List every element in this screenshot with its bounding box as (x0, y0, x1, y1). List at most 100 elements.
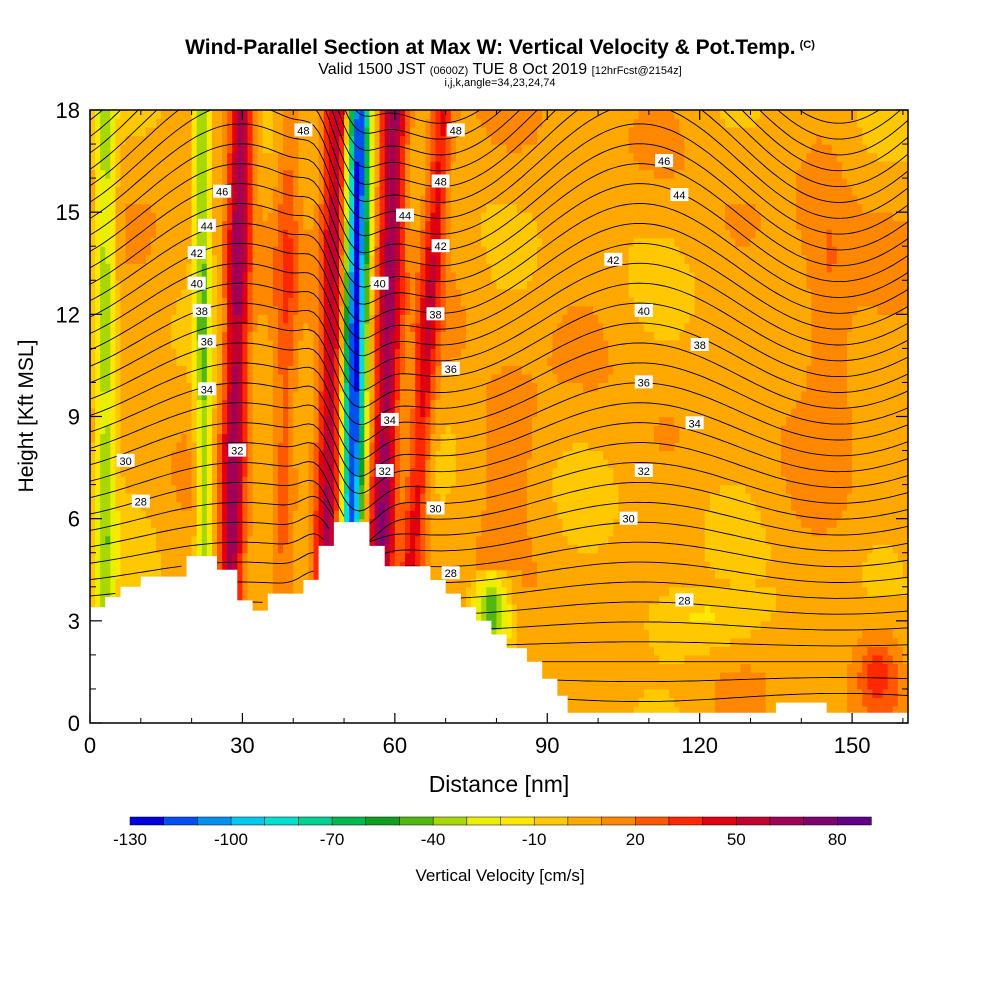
velocity-cell (242, 527, 249, 537)
velocity-cell (262, 373, 269, 384)
velocity-cell (110, 195, 116, 205)
velocity-cell (277, 459, 284, 469)
velocity-cell (389, 229, 396, 239)
velocity-cell (156, 450, 162, 460)
velocity-cell (135, 135, 142, 145)
velocity-cell (135, 569, 142, 579)
velocity-cell (181, 161, 188, 171)
velocity-cell (247, 484, 254, 494)
velocity-cell (384, 442, 391, 452)
velocity-cell (201, 212, 208, 222)
velocity-cell (293, 407, 299, 418)
velocity-cell (405, 237, 411, 247)
velocity-cell (425, 203, 432, 213)
velocity-cell (145, 246, 152, 256)
velocity-cell (217, 535, 223, 545)
velocity-cell (227, 135, 233, 145)
velocity-cell (374, 407, 381, 418)
velocity-cell (100, 203, 106, 213)
velocity-cell (420, 390, 426, 401)
velocity-cell (303, 144, 310, 154)
velocity-cell (374, 314, 381, 324)
velocity-cell (186, 186, 193, 196)
velocity-cell (150, 535, 157, 545)
velocity-cell (410, 229, 416, 239)
velocity-cell (257, 348, 264, 358)
velocity-cell (272, 331, 279, 341)
velocity-cell (196, 433, 203, 443)
velocity-cell (425, 416, 432, 426)
velocity-cell (369, 493, 376, 503)
velocity-cell (384, 212, 391, 222)
velocity-cell (389, 127, 396, 137)
velocity-cell (435, 450, 442, 460)
velocity-cell (252, 297, 259, 307)
velocity-cell (354, 382, 360, 392)
velocity-cell (354, 510, 360, 520)
velocity-cell (394, 407, 401, 418)
velocity-cell (349, 127, 355, 137)
velocity-cell (247, 339, 254, 349)
velocity-cell (374, 339, 381, 349)
velocity-cell (430, 331, 437, 341)
velocity-cell (303, 467, 310, 477)
velocity-cell (191, 212, 198, 222)
velocity-cell (252, 339, 259, 349)
velocity-cell (323, 220, 330, 230)
velocity-cell (217, 178, 223, 188)
velocity-cell (161, 246, 167, 256)
velocity-cell (298, 365, 304, 375)
velocity-cell (181, 373, 188, 384)
velocity-cell (145, 220, 152, 230)
velocity-cell (242, 288, 249, 298)
velocity-cell (415, 271, 421, 281)
velocity-cell (186, 203, 193, 213)
velocity-cell (328, 407, 335, 418)
velocity-cell (354, 305, 360, 315)
velocity-cell (410, 467, 416, 477)
velocity-cell (232, 339, 238, 349)
velocity-cell (105, 161, 111, 171)
velocity-cell (247, 127, 254, 137)
velocity-cell (369, 450, 376, 460)
velocity-cell (349, 373, 355, 384)
velocity-cell (425, 135, 432, 145)
velocity-cell (272, 186, 279, 196)
velocity-cell (399, 552, 406, 562)
velocity-cell (166, 467, 172, 477)
velocity-cell (176, 339, 183, 349)
velocity-cell (394, 399, 401, 409)
velocity-cell (435, 493, 442, 503)
velocity-cell (354, 229, 360, 239)
velocity-cell (237, 476, 244, 486)
velocity-cell (420, 271, 426, 281)
velocity-cell (435, 280, 442, 290)
velocity-cell (176, 373, 183, 384)
velocity-cell (313, 246, 320, 256)
velocity-cell (191, 195, 198, 205)
velocity-cell (110, 552, 116, 562)
velocity-cell (389, 510, 396, 520)
velocity-cell (288, 297, 294, 307)
velocity-cell (217, 450, 223, 460)
velocity-cell (298, 433, 304, 443)
velocity-cell (156, 322, 162, 332)
velocity-cell (399, 390, 406, 401)
velocity-cell (283, 263, 289, 273)
velocity-cell (176, 263, 183, 273)
velocity-cell (206, 186, 213, 196)
velocity-cell (354, 356, 360, 367)
velocity-cell (176, 425, 183, 435)
velocity-cell (405, 518, 411, 528)
velocity-cell (171, 271, 177, 281)
velocity-cell (161, 212, 167, 222)
velocity-cell (166, 280, 172, 290)
velocity-cell (145, 467, 152, 477)
velocity-cell (171, 569, 177, 579)
velocity-cell (176, 331, 183, 341)
velocity-cell (354, 322, 360, 332)
velocity-cell (262, 246, 269, 256)
velocity-cell (135, 314, 142, 324)
velocity-cell (410, 254, 416, 264)
velocity-cell (318, 467, 325, 477)
